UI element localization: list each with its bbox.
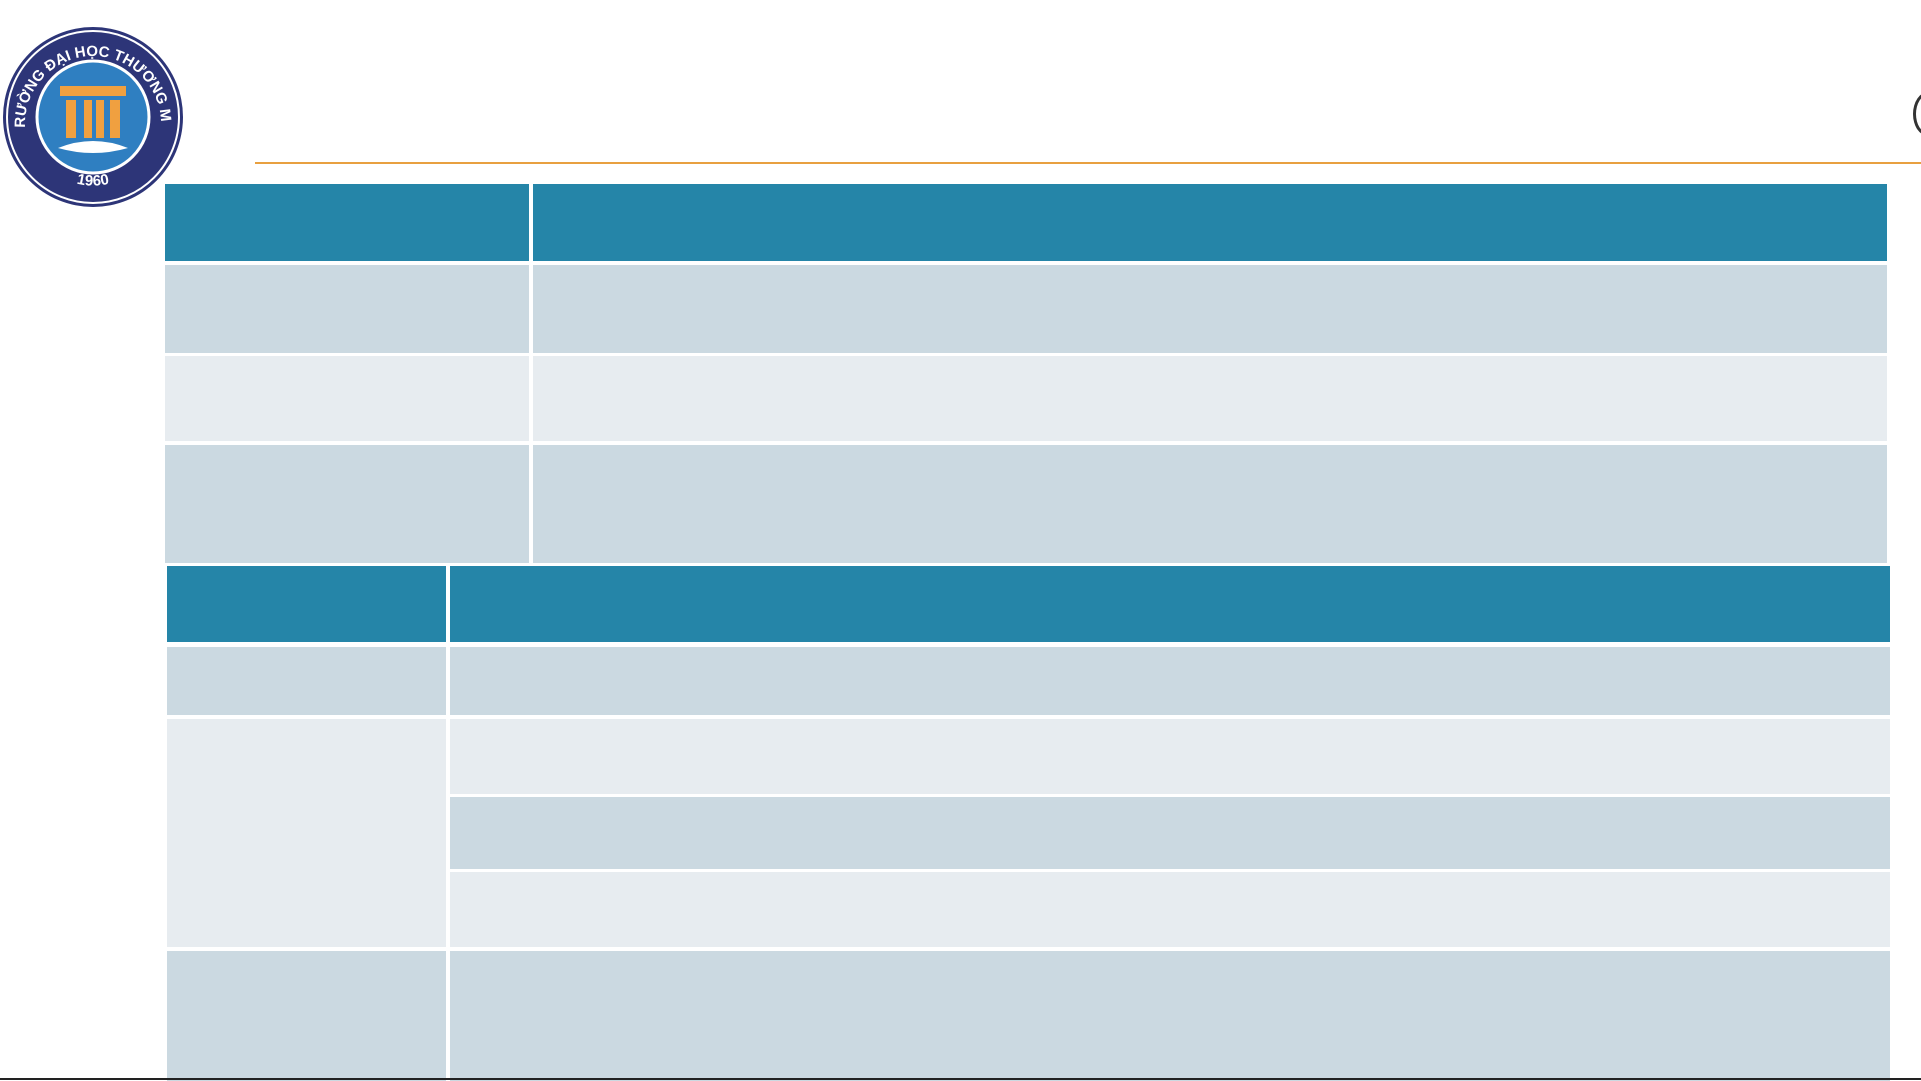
bottom-rule: [0, 1078, 1921, 1080]
table-cell: [450, 797, 1890, 869]
table-cell: [165, 445, 529, 563]
table-header-cell: [165, 184, 529, 261]
header-rule: [255, 162, 1921, 164]
table-cell: [165, 265, 529, 353]
logo-pillar: [66, 100, 76, 138]
table-cell: [167, 719, 446, 947]
logo-book: [58, 141, 128, 153]
logo-year: 1960: [76, 171, 111, 190]
edge-icon: [1913, 92, 1921, 136]
table-header-cell: [450, 566, 1890, 642]
logo-pillar: [84, 100, 92, 138]
logo-year-text: 1960: [76, 171, 111, 190]
logo-pillar: [96, 100, 104, 138]
logo-pillar: [110, 100, 120, 138]
table-cell: [533, 356, 1887, 441]
table-header-cell: [167, 566, 446, 642]
table-cell: [450, 951, 1890, 1081]
table-cell: [167, 951, 446, 1081]
table-cell: [533, 445, 1887, 563]
logo-ring-line: [6, 30, 180, 204]
table-cell: [167, 647, 446, 715]
logo-center: [35, 59, 151, 175]
table-cell: [450, 872, 1890, 947]
table-cell: [533, 265, 1887, 353]
logo-roof: [60, 86, 126, 96]
table-cell: [450, 647, 1890, 715]
table-cell: [450, 719, 1890, 794]
table-cell: [165, 356, 529, 441]
table-header-cell: [533, 184, 1887, 261]
logo: TRƯỜNG ĐẠI HỌC THƯƠNG MẠI 1960: [0, 24, 183, 207]
